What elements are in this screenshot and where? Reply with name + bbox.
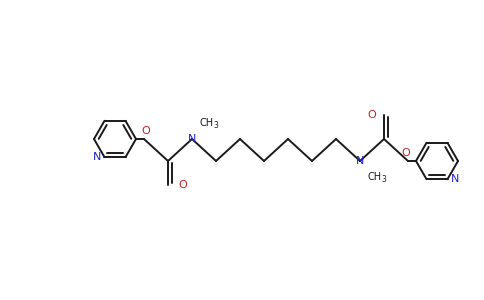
Text: N: N — [93, 152, 102, 162]
Text: O: O — [402, 148, 410, 158]
Text: 3: 3 — [381, 176, 386, 184]
Text: N: N — [356, 156, 364, 166]
Text: CH: CH — [368, 172, 382, 182]
Text: O: O — [142, 126, 151, 136]
Text: N: N — [451, 174, 459, 184]
Text: CH: CH — [200, 118, 214, 128]
Text: N: N — [188, 134, 196, 144]
Text: 3: 3 — [213, 122, 218, 130]
Text: O: O — [367, 110, 376, 120]
Text: O: O — [178, 180, 187, 190]
